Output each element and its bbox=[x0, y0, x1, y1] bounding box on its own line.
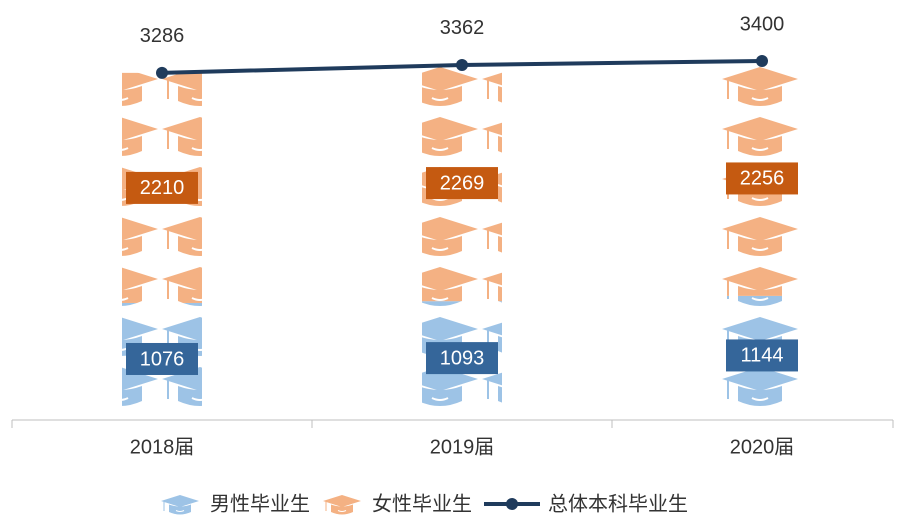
x-tick-label: 2020届 bbox=[730, 436, 795, 458]
data-label-box bbox=[126, 171, 198, 204]
total-point bbox=[756, 55, 768, 67]
data-label: 2210 bbox=[140, 177, 185, 199]
total-point bbox=[156, 66, 168, 79]
total-point bbox=[456, 58, 468, 71]
data-label-box bbox=[726, 339, 798, 372]
x-tick-label: 2018届 bbox=[130, 436, 195, 458]
data-label-box bbox=[726, 162, 798, 195]
legend-icon bbox=[484, 498, 540, 510]
total-label: 3286 bbox=[140, 25, 185, 47]
legend-icon bbox=[323, 495, 361, 515]
data-label: 1144 bbox=[740, 345, 783, 367]
legend-label: 总体本科毕业生 bbox=[548, 492, 688, 515]
data-label-box bbox=[126, 342, 198, 375]
legend-icon bbox=[161, 495, 199, 515]
data-label: 2256 bbox=[740, 168, 785, 190]
legend-label: 女性毕业生 bbox=[372, 492, 472, 515]
data-label-box bbox=[426, 167, 498, 200]
x-tick-label: 2019届 bbox=[430, 436, 495, 458]
total-label: 3362 bbox=[440, 17, 485, 39]
data-label-box bbox=[426, 342, 498, 375]
data-label: 2269 bbox=[440, 172, 485, 194]
data-label: 1093 bbox=[440, 347, 485, 369]
total-label: 3400 bbox=[740, 13, 785, 35]
legend-label: 男性毕业生 bbox=[210, 492, 310, 515]
data-label: 1076 bbox=[140, 348, 185, 370]
